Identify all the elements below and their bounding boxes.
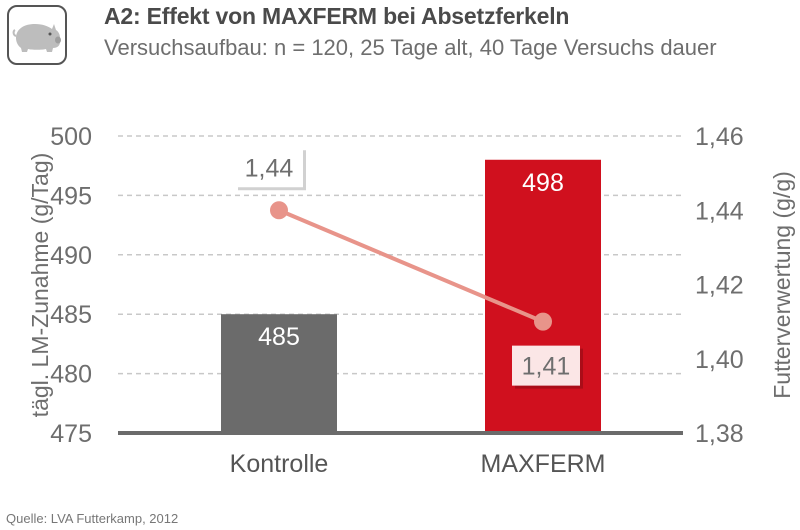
right-axis-title: Futterverwertung (g/g) — [769, 171, 795, 399]
line-value-callout — [512, 345, 580, 386]
bar-value-label: 485 — [258, 323, 300, 351]
left-axis-title: tägl. LM-Zunahme (g/Tag) — [27, 153, 53, 418]
bar — [221, 314, 337, 433]
left-tick-label: 475 — [50, 420, 92, 448]
source-note: Quelle: LVA Futterkamp, 2012 — [6, 511, 179, 526]
right-tick-label: 1,38 — [695, 420, 744, 448]
bar — [485, 159, 601, 433]
label-layer: 485 498 1,44 1,41 — [235, 147, 583, 389]
chart-subtitle: Versuchsaufbau: n = 120, 25 Tage alt, 40… — [104, 35, 717, 60]
line-layer — [270, 201, 552, 331]
right-tick-label: 1,44 — [695, 197, 744, 225]
category-label: Kontrolle — [230, 450, 329, 478]
left-tick-label: 490 — [50, 242, 92, 270]
line-value-label: 1,41 — [522, 353, 571, 381]
right-tick-label: 1,42 — [695, 272, 744, 300]
line-point — [270, 201, 288, 220]
left-tick-label: 495 — [50, 182, 92, 210]
left-tick-label: 480 — [50, 361, 92, 389]
line-value-label: 1,44 — [245, 154, 294, 182]
bar-value-label: 498 — [522, 169, 564, 197]
chart-title: A2: Effekt von MAXFERM bei Absetzferkeln — [104, 3, 570, 29]
bar-layer — [221, 159, 601, 433]
pig-icon — [12, 24, 61, 52]
series-line — [278, 208, 544, 324]
right-tick-label: 1,40 — [695, 346, 744, 374]
pig-logo — [7, 5, 67, 65]
left-tick-label: 500 — [50, 123, 92, 151]
tick-layer: 475 480 485 490 495 500 1,38 1,40 1,42 1,44 1,46 tä… — [27, 123, 795, 478]
line-point — [534, 312, 552, 331]
line-value-callout — [235, 147, 303, 188]
left-tick-label: 485 — [50, 301, 92, 329]
category-label: MAXFERM — [481, 450, 606, 478]
right-tick-label: 1,46 — [695, 123, 744, 151]
